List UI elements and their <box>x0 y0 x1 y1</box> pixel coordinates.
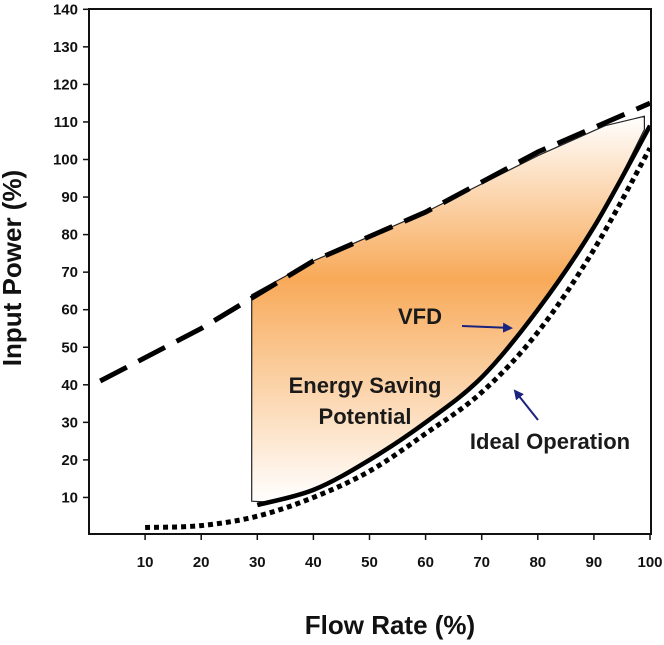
y-axis: 10 20 30 40 50 60 70 80 90 100 110 120 130 140 <box>53 1 89 506</box>
x-tick-label: 50 <box>361 554 378 571</box>
x-axis-title: Flow Rate (%) <box>305 610 475 640</box>
y-tick-label: 40 <box>61 377 78 394</box>
x-tick-label: 40 <box>305 554 322 571</box>
energy-saving-label-line2: Potential <box>319 404 412 429</box>
x-tick-label: 10 <box>137 554 154 571</box>
y-tick-label: 120 <box>53 76 78 93</box>
ideal-operation-curve-line <box>145 146 653 530</box>
throttle-curve-line <box>99 100 651 384</box>
y-tick-label: 60 <box>61 302 78 319</box>
vfd-arrow <box>461 322 513 333</box>
x-tick-label: 20 <box>193 554 210 571</box>
x-tick-label: 100 <box>637 554 662 571</box>
y-tick-label: 80 <box>61 227 78 244</box>
plot-area <box>99 100 653 530</box>
y-tick-label: 90 <box>61 189 78 206</box>
x-axis: 10 20 30 40 50 60 70 80 90 100 <box>137 534 663 571</box>
y-tick-label: 30 <box>61 414 78 431</box>
y-tick-label: 50 <box>61 339 78 356</box>
y-tick-label: 130 <box>53 39 78 56</box>
y-tick-label: 70 <box>61 264 78 281</box>
y-tick-label: 20 <box>61 452 78 469</box>
y-axis-title: Input Power (%) <box>0 170 27 366</box>
ideal-operation-arrow <box>513 389 539 421</box>
y-tick-label: 140 <box>53 1 78 18</box>
ideal-operation-label: Ideal Operation <box>470 429 630 454</box>
x-tick-label: 70 <box>473 554 490 571</box>
x-tick-label: 90 <box>586 554 603 571</box>
y-tick-label: 110 <box>54 114 78 131</box>
energy-saving-label-line1: Energy Saving <box>289 373 442 398</box>
x-tick-label: 30 <box>249 554 266 571</box>
y-tick-label: 10 <box>61 489 78 506</box>
vfd-curve-line <box>256 124 652 508</box>
y-tick-label: 100 <box>53 152 78 169</box>
vfd-label: VFD <box>398 304 442 329</box>
x-tick-label: 80 <box>529 554 546 571</box>
x-tick-label: 60 <box>417 554 434 571</box>
